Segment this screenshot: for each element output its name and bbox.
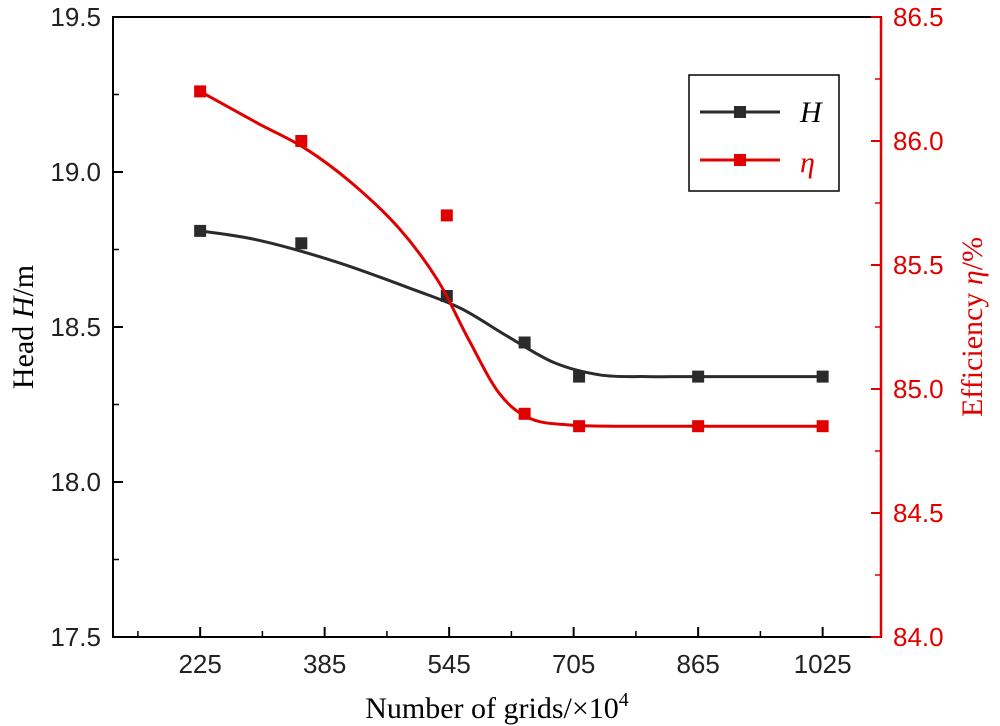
y-axis-right-title: Efficiency η/% bbox=[956, 237, 989, 417]
bottom-tick-label: 545 bbox=[427, 649, 470, 679]
series-eta-point bbox=[518, 407, 531, 420]
bottom-tick-label: 865 bbox=[676, 649, 719, 679]
series-eta-point bbox=[573, 420, 586, 433]
series-layer bbox=[194, 85, 829, 433]
right-tick-label: 86.5 bbox=[893, 2, 944, 32]
bottom-tick-label: 705 bbox=[552, 649, 595, 679]
left-tick-label: 18.5 bbox=[50, 312, 101, 342]
y-left-var: H bbox=[7, 294, 40, 319]
y-left-suffix: /m bbox=[7, 265, 40, 297]
right-tick-label: 85.0 bbox=[893, 374, 944, 404]
series-h-point bbox=[518, 336, 531, 349]
legend-box bbox=[688, 74, 840, 192]
series-h-point bbox=[692, 370, 705, 383]
right-axis-ticks: 84.0 84.5 85.0 85.5 86.0 86.5 bbox=[871, 2, 944, 652]
legend: H η bbox=[688, 74, 840, 192]
legend-label-h: H bbox=[799, 96, 824, 129]
y-right-prefix: Efficiency bbox=[956, 285, 989, 417]
x-axis-title-sup: 4 bbox=[619, 689, 629, 711]
y-left-prefix: Head bbox=[7, 318, 40, 389]
y-axis-left-title: Head H/m bbox=[7, 265, 40, 389]
right-tick-label: 85.5 bbox=[893, 250, 944, 280]
right-tick-label: 86.0 bbox=[893, 126, 944, 156]
y-right-var: η bbox=[956, 270, 989, 285]
left-tick-label: 17.5 bbox=[50, 622, 101, 652]
series-eta-point bbox=[440, 209, 453, 222]
x-axis-title: Number of grids/×104 bbox=[365, 689, 629, 725]
bottom-axis-ticks: 225 385 545 705 865 1025 bbox=[137, 627, 852, 679]
left-axis-ticks: 17.5 18.0 18.5 19.0 19.5 bbox=[50, 2, 123, 652]
bottom-tick-label: 225 bbox=[178, 649, 221, 679]
left-tick-label: 19.0 bbox=[50, 157, 101, 187]
legend-label-eta: η bbox=[800, 146, 815, 179]
series-h-point bbox=[194, 224, 207, 237]
bottom-tick-label: 385 bbox=[303, 649, 346, 679]
series-h-fit-line bbox=[199, 229, 823, 379]
series-h-point bbox=[816, 370, 829, 383]
series-h-point bbox=[295, 237, 308, 250]
series-eta-point bbox=[295, 135, 308, 147]
left-tick-label: 19.5 bbox=[50, 2, 101, 32]
series-eta-point bbox=[816, 420, 829, 433]
bottom-tick-label: 1025 bbox=[794, 649, 852, 679]
legend-marker-eta bbox=[734, 154, 746, 166]
right-tick-label: 84.5 bbox=[893, 498, 944, 528]
right-tick-label: 84.0 bbox=[893, 622, 944, 652]
x-axis-title-text: Number of grids/×10 bbox=[365, 692, 619, 725]
y-right-suffix: /% bbox=[956, 237, 989, 270]
series-h-point bbox=[573, 370, 586, 383]
series-eta-point bbox=[692, 420, 705, 433]
left-tick-label: 18.0 bbox=[50, 467, 101, 497]
series-eta-point bbox=[194, 85, 207, 98]
legend-marker-h bbox=[734, 106, 746, 118]
series-eta-fit-line bbox=[199, 90, 823, 428]
